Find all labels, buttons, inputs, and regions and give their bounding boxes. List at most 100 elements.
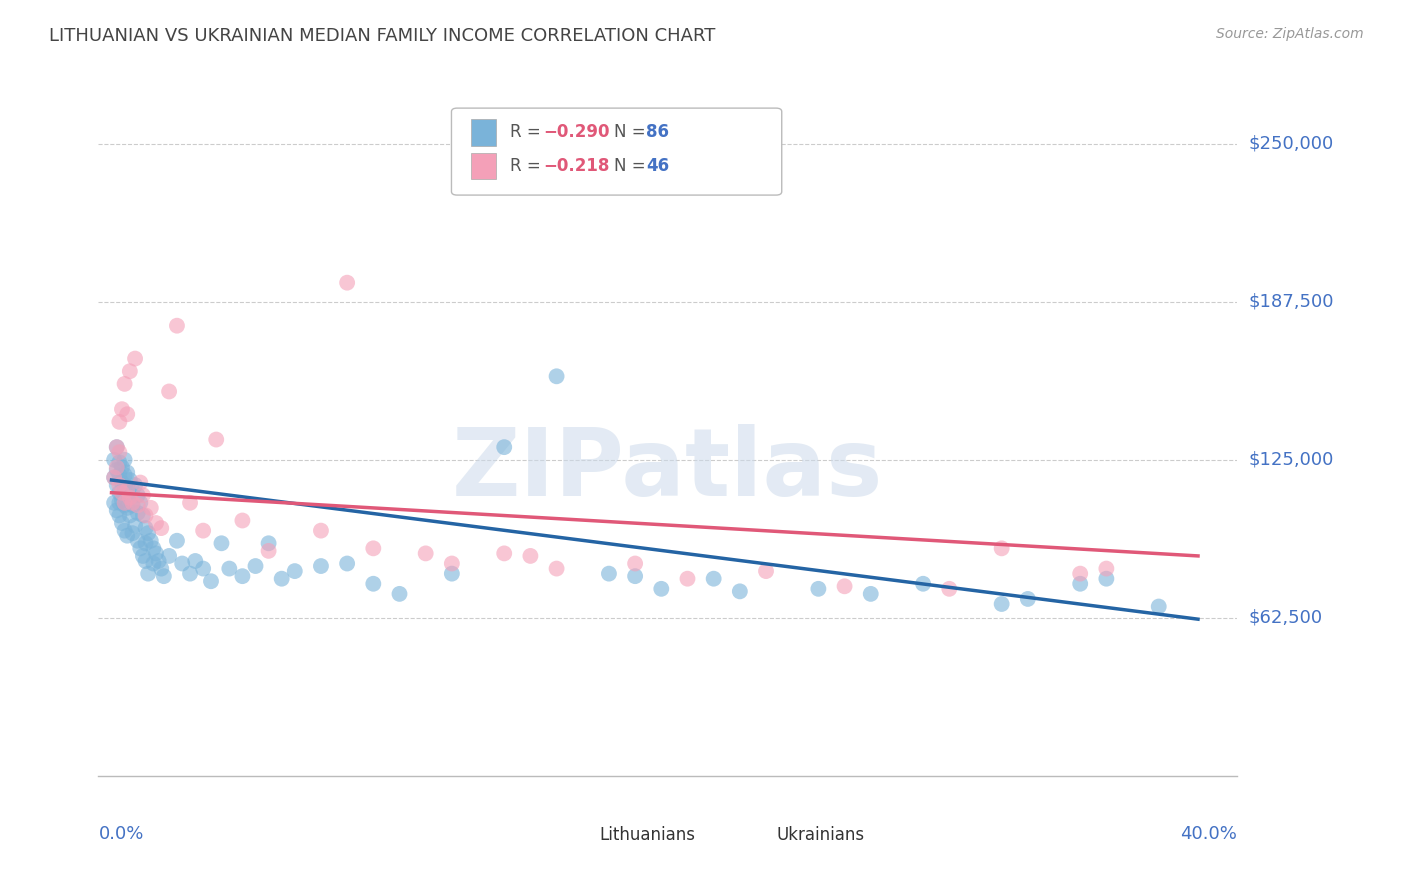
Point <box>118 508 141 523</box>
Text: 46: 46 <box>647 157 669 175</box>
FancyBboxPatch shape <box>471 153 496 179</box>
Text: $125,000: $125,000 <box>1249 450 1334 469</box>
Point <box>148 554 170 568</box>
Point <box>145 546 167 560</box>
Point <box>129 496 152 510</box>
Text: 86: 86 <box>647 123 669 142</box>
Point <box>157 384 180 399</box>
Point <box>115 481 138 495</box>
Point <box>257 544 280 558</box>
Point <box>114 483 136 497</box>
Point <box>1017 591 1039 606</box>
Point <box>755 564 778 578</box>
Text: $187,500: $187,500 <box>1249 293 1334 310</box>
Point <box>211 536 233 550</box>
Point <box>115 407 138 421</box>
Point <box>990 541 1012 556</box>
Point <box>108 496 131 510</box>
Point <box>108 415 131 429</box>
Point <box>111 485 134 500</box>
Point <box>105 460 128 475</box>
Point <box>990 597 1012 611</box>
Point <box>363 576 385 591</box>
Point <box>205 433 228 447</box>
Point <box>103 452 125 467</box>
Point <box>115 466 138 480</box>
Point <box>388 587 411 601</box>
Text: N =: N = <box>614 157 651 175</box>
Point <box>118 473 141 487</box>
Point <box>114 524 136 538</box>
Point <box>103 470 125 484</box>
Point <box>132 488 155 502</box>
Point <box>121 526 143 541</box>
Point <box>142 557 165 571</box>
Point <box>166 533 188 548</box>
Point <box>231 514 253 528</box>
Point <box>546 369 568 384</box>
Point <box>363 541 385 556</box>
Point <box>676 572 699 586</box>
Point <box>166 318 188 333</box>
Point <box>108 485 131 500</box>
Point <box>859 587 882 601</box>
Point <box>145 516 167 530</box>
Point <box>103 496 125 510</box>
Point <box>624 557 647 571</box>
Point <box>118 364 141 378</box>
Point <box>105 478 128 492</box>
Point <box>136 566 159 581</box>
Text: $250,000: $250,000 <box>1249 135 1334 153</box>
Point <box>108 467 131 482</box>
Point <box>115 529 138 543</box>
Point <box>108 455 131 469</box>
Point <box>105 503 128 517</box>
FancyBboxPatch shape <box>471 120 496 145</box>
Point <box>121 496 143 510</box>
Point <box>1147 599 1170 614</box>
Point <box>912 576 935 591</box>
Point <box>114 452 136 467</box>
Point <box>440 566 463 581</box>
Point <box>172 557 194 571</box>
Point <box>834 579 856 593</box>
Text: N =: N = <box>614 123 651 142</box>
Point <box>127 488 149 502</box>
Point <box>191 524 214 538</box>
Point <box>111 516 134 530</box>
Point <box>132 508 155 523</box>
Text: R =: R = <box>509 157 546 175</box>
Point <box>108 508 131 523</box>
Point <box>135 508 157 523</box>
Point <box>1095 561 1118 575</box>
Point <box>129 541 152 556</box>
Point <box>114 499 136 513</box>
Point <box>728 584 751 599</box>
Point <box>105 463 128 477</box>
Point <box>127 533 149 548</box>
Point <box>157 549 180 563</box>
Point <box>257 536 280 550</box>
Point <box>108 478 131 492</box>
Point <box>336 276 359 290</box>
Point <box>132 549 155 563</box>
Text: $62,500: $62,500 <box>1249 609 1323 627</box>
Point <box>650 582 672 596</box>
Point <box>270 572 292 586</box>
Point <box>139 533 162 548</box>
Point <box>115 500 138 515</box>
Point <box>105 440 128 454</box>
Text: 40.0%: 40.0% <box>1181 825 1237 843</box>
Point <box>807 582 830 596</box>
Point <box>127 506 149 520</box>
Point <box>139 500 162 515</box>
Text: 0.0%: 0.0% <box>98 825 143 843</box>
Point <box>135 554 157 568</box>
FancyBboxPatch shape <box>742 823 766 847</box>
Point <box>108 445 131 459</box>
Text: −0.218: −0.218 <box>544 157 610 175</box>
Point <box>111 402 134 417</box>
Point <box>179 566 201 581</box>
Point <box>136 526 159 541</box>
Point <box>105 440 128 454</box>
